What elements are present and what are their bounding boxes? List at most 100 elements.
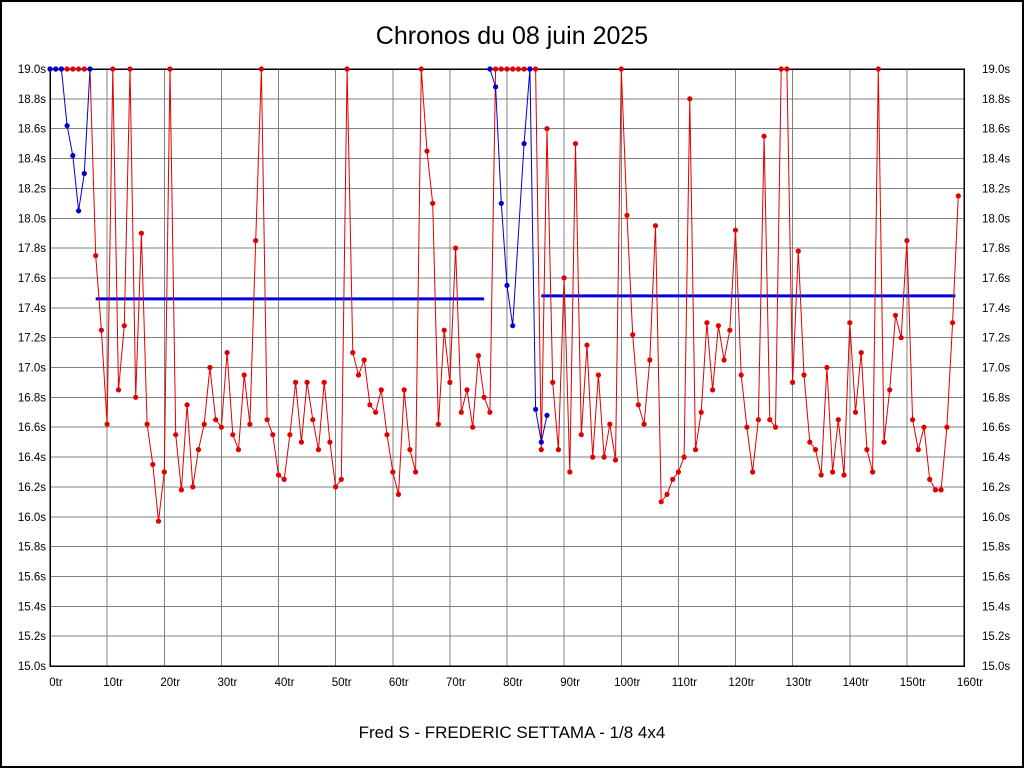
y-tick-label-right: 19.0s: [982, 64, 1010, 76]
y-tick-label-left: 18.4s: [18, 154, 46, 166]
data-point: [955, 193, 961, 199]
data-point: [458, 409, 464, 415]
data-point: [70, 66, 76, 72]
data-point: [818, 472, 824, 478]
data-point: [910, 417, 916, 423]
data-point: [264, 417, 270, 423]
data-point: [750, 469, 756, 475]
y-tick-label-left: 15.6s: [18, 571, 46, 583]
data-point: [315, 447, 322, 453]
data-point: [395, 491, 402, 497]
data-point: [772, 424, 779, 430]
data-point: [732, 227, 739, 233]
x-tick-label: 20tr: [160, 677, 180, 689]
data-point: [704, 320, 710, 326]
x-tick-label: 130tr: [786, 677, 812, 689]
y-tick-label-left: 15.0s: [18, 661, 46, 673]
data-point: [521, 141, 527, 147]
data-point: [852, 409, 859, 415]
data-point: [521, 66, 527, 72]
data-point: [767, 417, 773, 423]
y-tick-label-left: 17.4s: [18, 303, 46, 315]
y-tick-label-left: 16.0s: [18, 512, 46, 524]
data-point: [475, 353, 481, 359]
data-point: [544, 126, 550, 132]
x-tick-label: 40tr: [275, 677, 295, 689]
data-point: [407, 447, 413, 453]
data-point: [167, 66, 173, 72]
data-point: [161, 469, 167, 475]
x-tick-label: 10tr: [103, 677, 123, 689]
data-point: [247, 421, 253, 427]
data-point: [761, 133, 767, 139]
data-point: [70, 153, 76, 159]
data-point: [275, 472, 282, 478]
y-tick-label-right: 17.6s: [982, 273, 1010, 285]
data-point: [47, 66, 53, 72]
data-point: [93, 253, 99, 259]
data-point: [493, 66, 499, 72]
data-point: [498, 200, 504, 206]
y-tick-label-left: 17.2s: [18, 333, 46, 345]
data-point: [81, 66, 87, 72]
data-point: [670, 476, 676, 482]
data-point: [241, 372, 247, 378]
data-point: [213, 417, 219, 423]
data-point: [835, 417, 841, 423]
data-point: [635, 402, 642, 408]
data-point: [932, 487, 939, 493]
data-point: [127, 66, 133, 72]
data-point: [938, 487, 944, 493]
y-tick-label-left: 17.6s: [18, 273, 46, 285]
data-point: [178, 487, 184, 493]
data-point: [304, 379, 310, 385]
data-point: [64, 66, 70, 72]
data-point: [950, 320, 956, 326]
data-point: [624, 212, 630, 218]
y-tick-label-left: 18.0s: [18, 213, 46, 225]
y-tick-label-right: 18.4s: [982, 154, 1010, 166]
data-point: [281, 476, 287, 482]
data-point: [538, 447, 544, 453]
y-tick-label-right: 16.0s: [982, 512, 1010, 524]
data-point: [510, 323, 516, 329]
x-tick-label: 120tr: [728, 677, 754, 689]
data-point: [195, 447, 202, 453]
data-point: [413, 469, 419, 475]
data-point: [618, 66, 624, 72]
data-point: [527, 66, 533, 72]
series-warmup-blue: [47, 66, 93, 214]
data-point: [190, 484, 196, 490]
y-tick-label-right: 18.8s: [982, 94, 1010, 106]
data-point: [373, 409, 379, 415]
data-point: [687, 96, 693, 102]
data-point: [470, 424, 476, 430]
data-point: [253, 238, 259, 244]
x-tick-label: 80tr: [503, 677, 523, 689]
x-tick-label: 60tr: [389, 677, 409, 689]
data-point: [133, 394, 139, 400]
y-tick-label-right: 15.6s: [982, 571, 1010, 583]
data-point: [504, 282, 510, 288]
data-point: [453, 245, 459, 251]
data-point: [338, 476, 344, 482]
data-point: [81, 170, 87, 177]
data-point: [647, 357, 653, 363]
data-point: [590, 454, 596, 460]
data-point: [64, 123, 70, 129]
data-point: [567, 469, 573, 475]
data-point: [184, 402, 190, 408]
data-point: [715, 323, 722, 329]
data-point: [355, 372, 362, 378]
data-point: [298, 439, 304, 445]
y-tick-label-left: 16.8s: [18, 392, 46, 404]
data-point: [435, 421, 441, 427]
data-point: [487, 409, 493, 415]
data-point: [572, 141, 579, 147]
y-tick-label-left: 19.0s: [18, 64, 46, 76]
data-point: [361, 357, 367, 363]
data-point: [533, 66, 539, 72]
data-point: [487, 66, 493, 72]
data-point: [230, 432, 236, 438]
x-tick-label: 50tr: [332, 677, 352, 689]
